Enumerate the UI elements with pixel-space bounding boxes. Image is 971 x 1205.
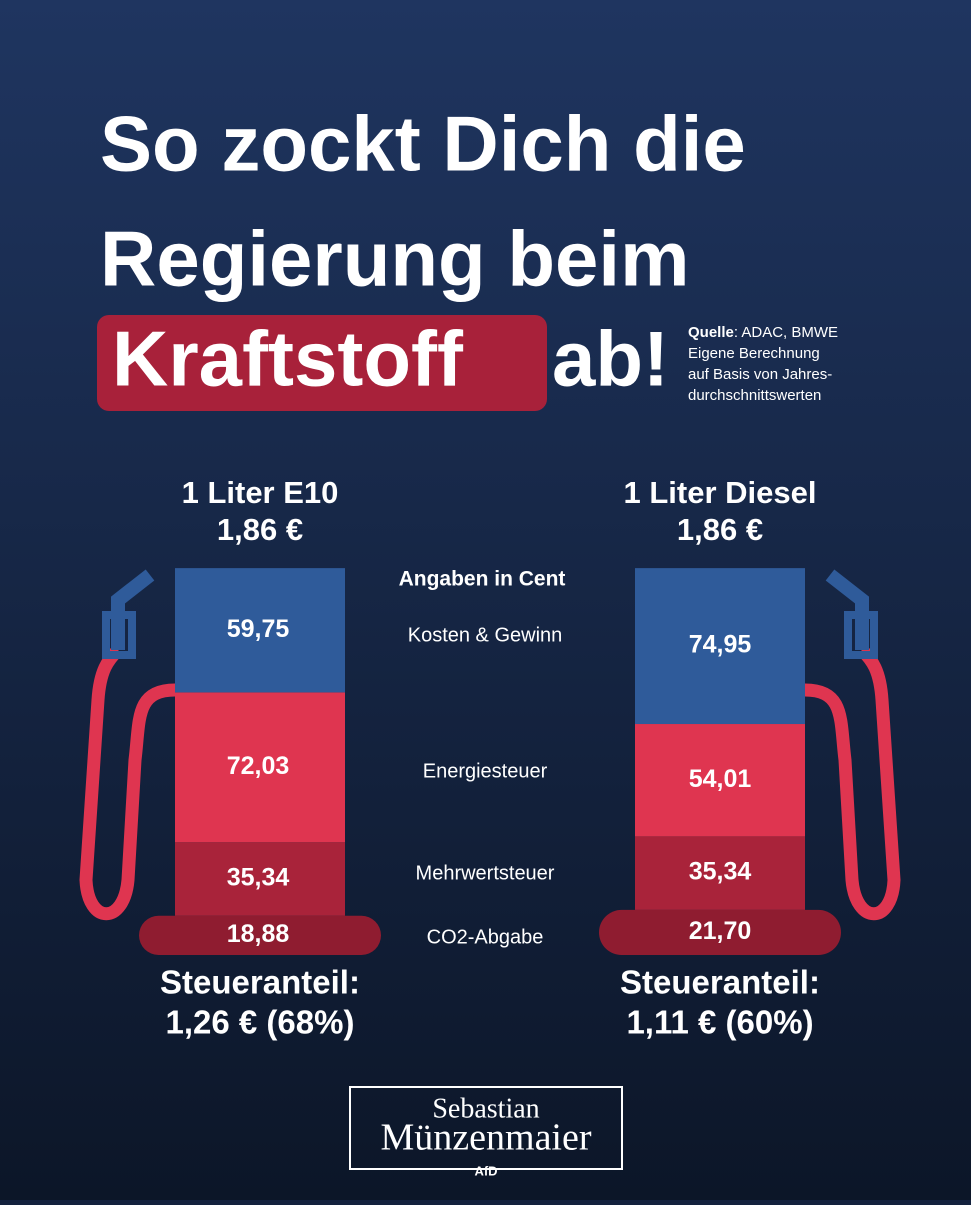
title-line: So zockt Dich die	[100, 100, 746, 188]
bar-segment	[635, 724, 805, 837]
chart-title: 1 Liter E10	[182, 475, 339, 510]
highlight-box	[97, 315, 547, 411]
logo-name: Sebastian	[432, 1093, 539, 1124]
value-label: 59,75	[227, 615, 290, 643]
chart-title: 1 Liter Diesel	[624, 475, 817, 510]
value-label: 18,88	[227, 920, 290, 948]
logo-name: Münzenmaier	[380, 1117, 591, 1159]
title-highlight: Kraftstoff	[112, 315, 464, 403]
category-label: CO2-Abgabe	[427, 926, 544, 948]
hose	[804, 645, 901, 921]
bar-segment	[175, 842, 345, 916]
value-label: 72,03	[227, 752, 290, 780]
logo-party: AfD	[474, 1163, 497, 1178]
chart-subtitle: 1,86 €	[677, 512, 763, 547]
source: Quelle: ADAC, BMWE	[688, 324, 838, 341]
bar-segment	[175, 568, 345, 693]
value-label: 54,01	[689, 765, 752, 793]
nozzle-grip	[102, 611, 136, 659]
category-label: Mehrwertsteuer	[416, 862, 555, 884]
category-label: Energiesteuer	[423, 760, 548, 782]
value-label: 35,34	[689, 858, 752, 886]
hose	[79, 645, 176, 921]
nozzle	[111, 569, 155, 650]
chart-subtitle: 1,86 €	[217, 512, 303, 547]
title-end: ab!	[552, 315, 669, 403]
bar-segment	[139, 915, 381, 955]
bar-segment	[635, 568, 805, 725]
tax-share: 1,11 € (60%)	[626, 1004, 813, 1041]
source-line: Eigene Berechnung	[688, 345, 820, 362]
bar-segment	[635, 836, 805, 910]
bar-segment	[599, 909, 841, 955]
title-line: Regierung beim	[100, 215, 689, 303]
bar-segment	[175, 692, 345, 843]
logo-box	[349, 1086, 623, 1170]
tax-share: 1,26 € (68%)	[166, 1004, 355, 1041]
nozzle-grip	[844, 611, 878, 659]
tax-share: Steueranteil:	[160, 964, 360, 1001]
nozzle	[825, 569, 869, 650]
source-line: durchschnittswerten	[688, 387, 821, 404]
source-line: auf Basis von Jahres-	[688, 366, 832, 383]
value-label: 35,34	[227, 864, 290, 892]
tax-share: Steueranteil:	[620, 964, 820, 1001]
value-label: 74,95	[689, 631, 752, 659]
unit-note: Angaben in Cent	[399, 568, 566, 591]
category-label: Kosten & Gewinn	[408, 624, 563, 646]
value-label: 21,70	[689, 917, 752, 945]
